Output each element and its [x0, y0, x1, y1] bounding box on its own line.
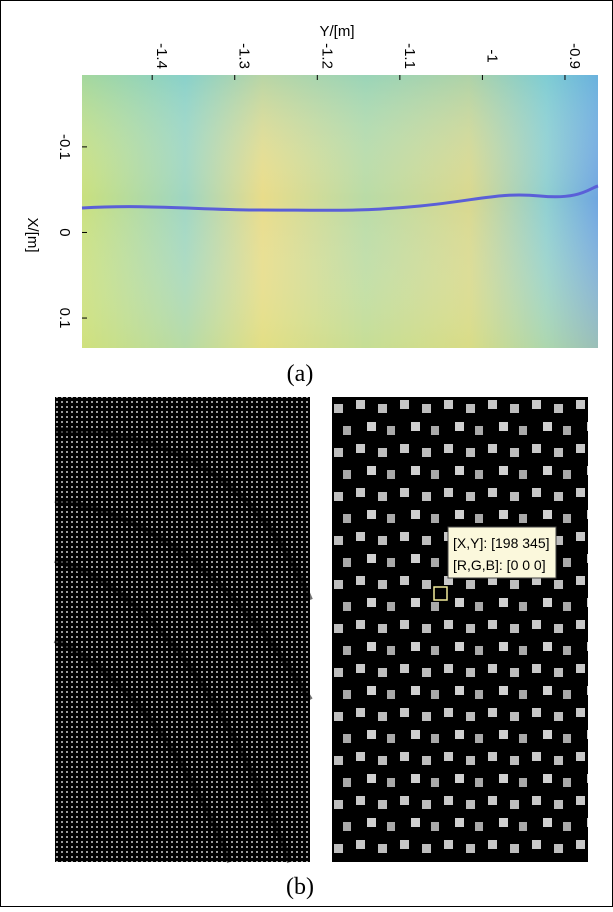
- x-tick-label: -1: [483, 49, 500, 62]
- y-tick-label: 0: [56, 228, 73, 236]
- datatip-line: [R,G,B]: [0 0 0]: [453, 557, 546, 573]
- datatip: [447, 526, 557, 579]
- x-axis-title: Y/[m]: [319, 23, 354, 40]
- y-tick-label: 0.1: [56, 308, 73, 329]
- selected-pixel: [433, 586, 448, 601]
- x-tick-label: -0.9: [566, 43, 583, 69]
- x-tick-label: -1.1: [401, 43, 418, 69]
- x-tick-label: -1.4: [153, 43, 170, 69]
- moire-fringes: [53, 427, 313, 864]
- caption: (b): [286, 874, 314, 900]
- crack-line: [81, 184, 599, 212]
- panel-b: [X,Y]: [198 345] [R,G,B]: [0 0 0] (b): [53, 397, 588, 900]
- speckle-image: [55, 397, 310, 862]
- y-axis-title: X/[m]: [24, 217, 41, 252]
- axes: -1.4 -1.3 -1.2 -1.1 -1 -0.9 -0.1 0 0.1: [56, 43, 583, 328]
- x-tick-label: -1.3: [236, 43, 253, 69]
- datatip-line: [X,Y]: [198 345]: [453, 535, 550, 551]
- caption: (a): [287, 361, 314, 387]
- x-tick-label: -1.2: [318, 43, 335, 69]
- panel-a: Y/[m] X/[m] (a) -1.4 -1.3 -1.2 -1.1 -1 -0.9 -0…: [24, 23, 599, 387]
- zoomed-image: [332, 397, 588, 862]
- y-tick-label: -0.1: [56, 134, 73, 160]
